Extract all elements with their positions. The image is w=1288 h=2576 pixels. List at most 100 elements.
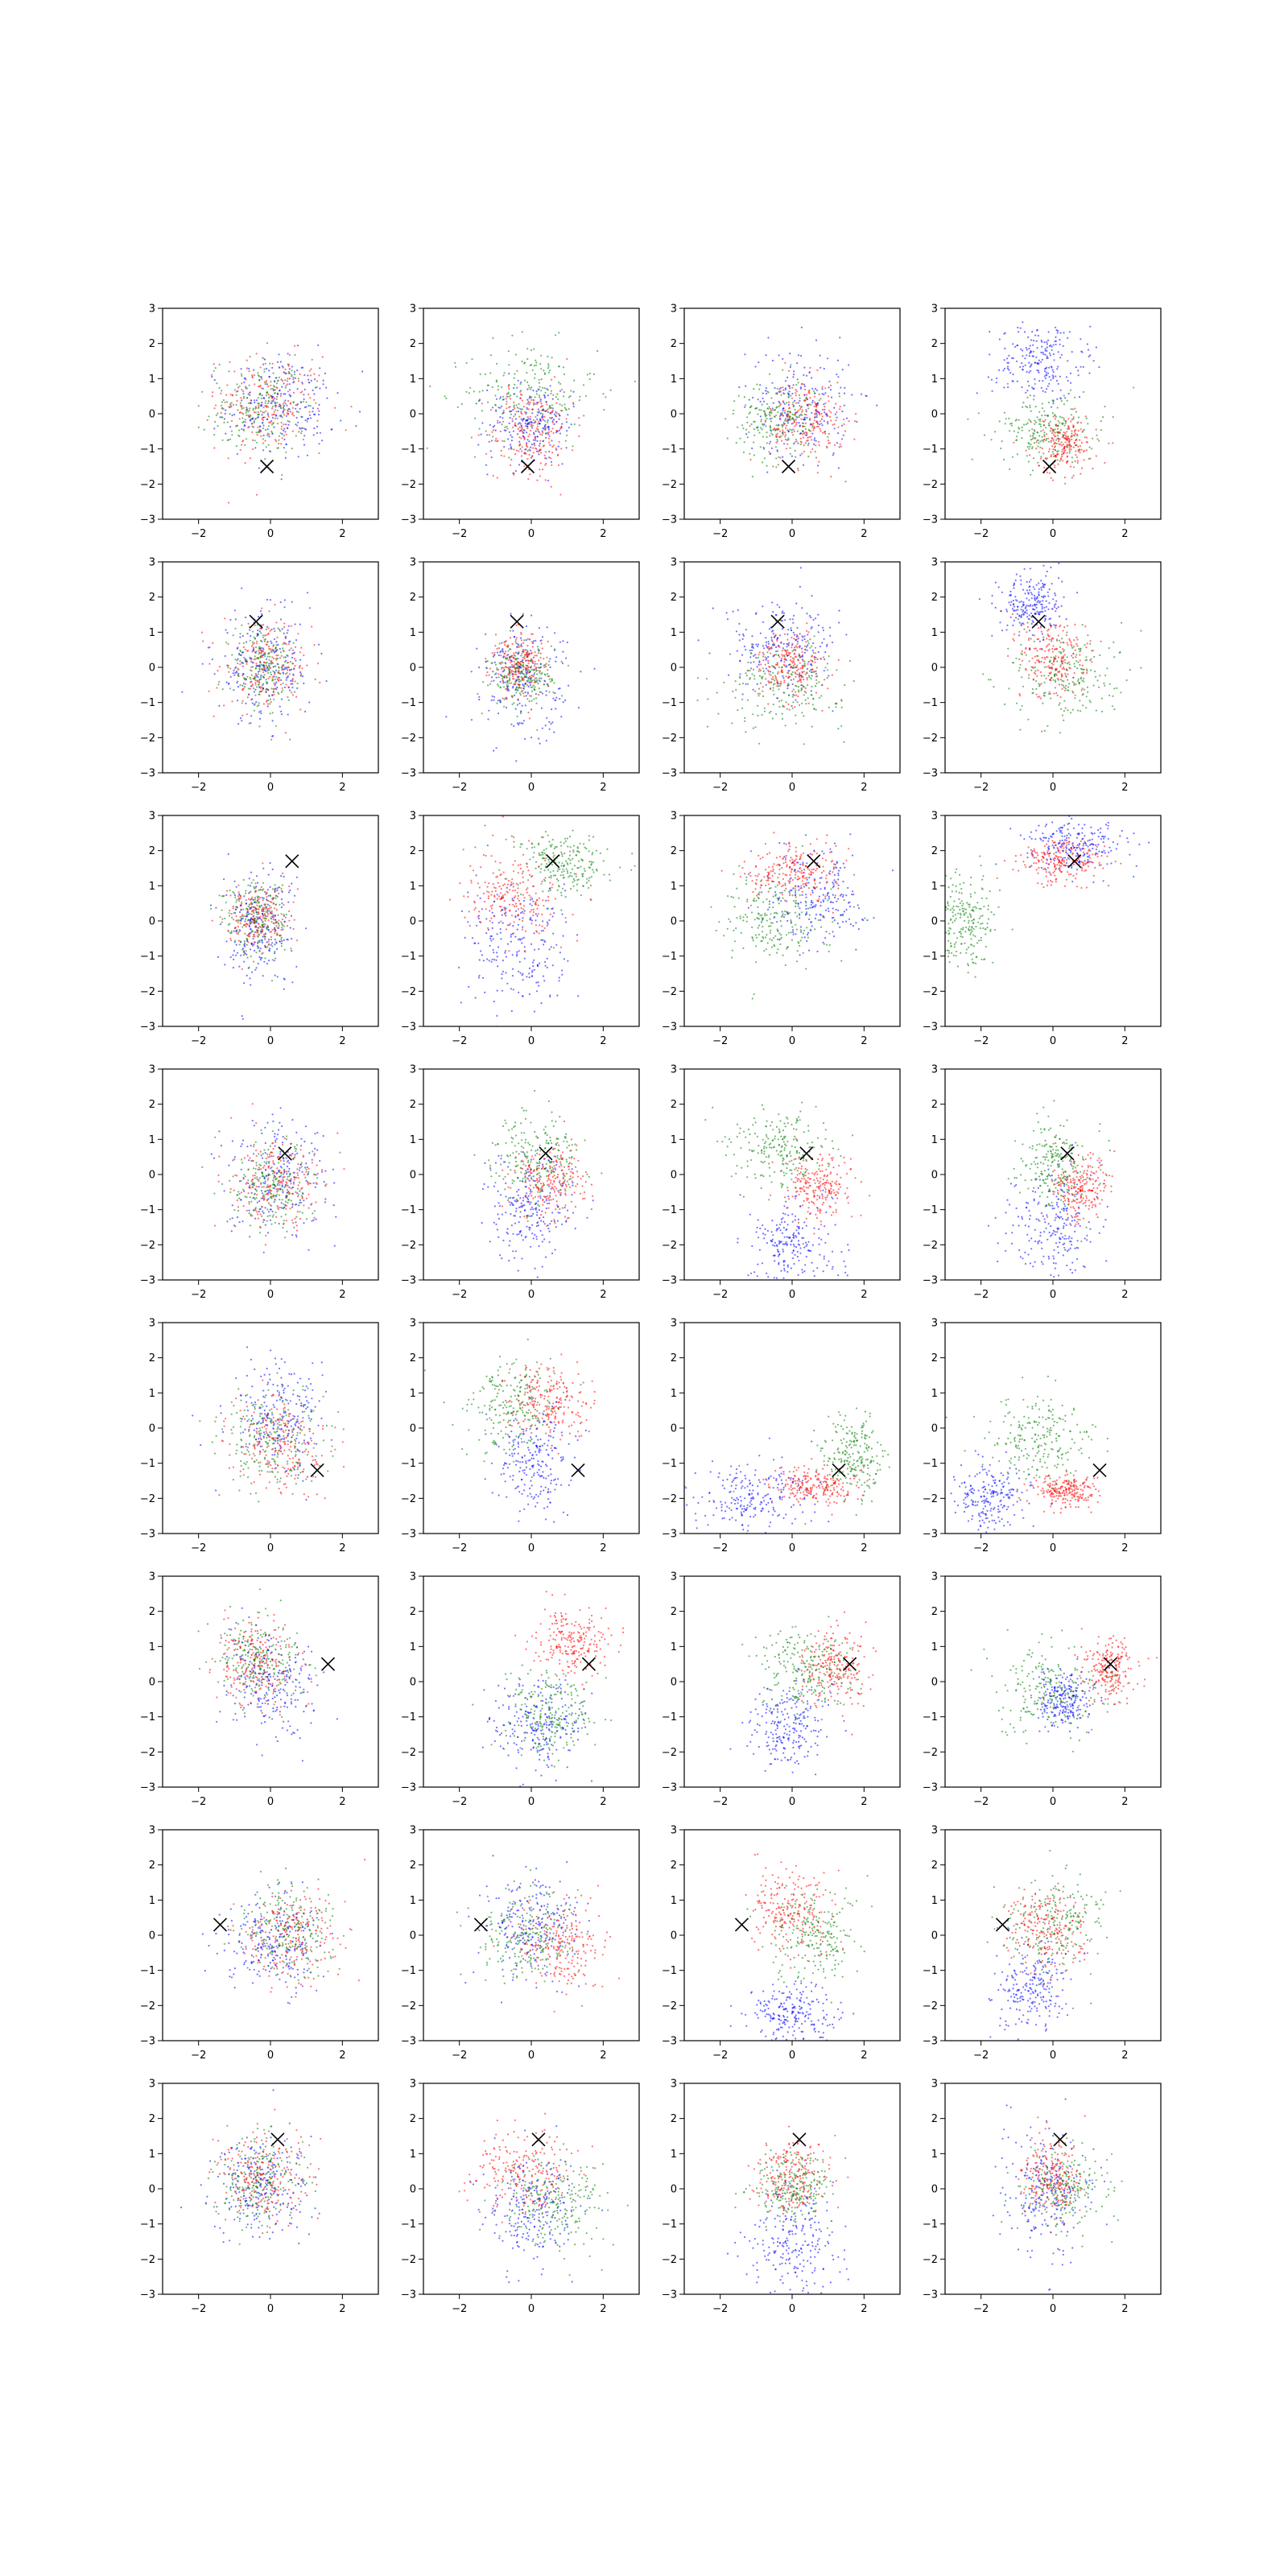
point-green: [811, 659, 814, 662]
point-blue: [1059, 343, 1061, 345]
point-blue: [815, 339, 818, 341]
point-red: [255, 663, 258, 665]
point-red: [518, 672, 520, 675]
point-blue: [522, 658, 524, 661]
point-blue: [1040, 386, 1042, 389]
point-red: [1057, 432, 1059, 435]
point-red: [1048, 472, 1051, 474]
point-green: [769, 435, 771, 437]
point-red: [530, 423, 533, 426]
point-blue: [795, 602, 798, 605]
point-blue: [490, 699, 493, 702]
point-green: [1014, 419, 1017, 422]
point-green: [1031, 469, 1034, 472]
point-green: [792, 701, 795, 704]
point-green: [519, 679, 522, 683]
point-red: [269, 667, 271, 669]
point-blue: [1028, 371, 1030, 374]
point-green: [252, 666, 254, 668]
point-green: [249, 407, 251, 410]
point-red: [754, 690, 757, 692]
point-red: [527, 436, 530, 438]
point-red: [814, 652, 817, 654]
point-red: [1043, 466, 1046, 469]
point-blue: [510, 444, 512, 446]
point-red: [810, 659, 812, 662]
point-blue: [1044, 349, 1046, 352]
point-green: [773, 415, 776, 418]
point-blue: [1055, 379, 1059, 382]
point-green: [481, 410, 484, 412]
point-red: [779, 684, 782, 687]
point-blue: [510, 666, 512, 669]
point-green: [790, 629, 793, 632]
point-red: [263, 640, 266, 642]
point-red: [254, 624, 256, 626]
point-red: [262, 442, 265, 444]
point-red: [270, 738, 273, 741]
point-green: [544, 420, 547, 423]
point-blue: [495, 747, 497, 749]
point-blue: [780, 659, 782, 663]
point-blue: [262, 687, 265, 690]
point-green: [511, 695, 514, 697]
point-blue: [834, 413, 836, 415]
point-blue: [765, 387, 768, 390]
point-red: [1051, 437, 1053, 440]
point-green: [1112, 415, 1114, 419]
point-red: [291, 411, 294, 414]
point-red: [1041, 656, 1043, 659]
point-blue: [793, 614, 795, 617]
point-blue: [514, 413, 517, 415]
point-green: [804, 673, 807, 675]
point-blue: [815, 389, 819, 391]
point-blue: [1032, 350, 1034, 353]
point-red: [801, 414, 803, 416]
point-green: [506, 682, 509, 684]
point-blue: [770, 447, 774, 450]
point-green: [299, 432, 303, 435]
point-green: [1083, 428, 1085, 431]
point-green: [267, 699, 270, 702]
point-blue: [786, 633, 789, 636]
point-red: [310, 368, 312, 370]
x-marker: [259, 459, 275, 474]
point-red: [522, 648, 525, 651]
point-green: [801, 422, 804, 424]
point-red: [781, 654, 783, 656]
point-blue: [799, 633, 801, 635]
point-red: [781, 650, 783, 652]
point-green: [1076, 422, 1079, 424]
point-blue: [287, 675, 289, 678]
point-green: [203, 428, 205, 431]
point-green: [603, 408, 605, 411]
point-green: [534, 688, 536, 691]
point-green: [550, 645, 553, 647]
point-red: [525, 452, 527, 455]
point-blue: [286, 667, 288, 670]
point-red: [1067, 460, 1069, 463]
point-green: [477, 692, 479, 696]
point-red: [523, 465, 526, 468]
point-red: [1060, 453, 1063, 456]
point-green: [696, 699, 699, 702]
point-red: [212, 391, 214, 394]
point-red: [244, 462, 246, 464]
point-green: [481, 390, 484, 392]
point-green: [268, 610, 270, 613]
point-green: [1070, 408, 1072, 411]
point-blue: [823, 367, 825, 370]
point-red: [558, 413, 560, 415]
point-green: [535, 702, 538, 704]
point-green: [522, 668, 525, 671]
point-blue: [813, 656, 816, 658]
point-blue: [279, 705, 281, 708]
point-blue: [284, 431, 287, 433]
point-green: [297, 378, 299, 380]
point-green: [254, 440, 256, 442]
point-blue: [287, 713, 289, 716]
point-red: [272, 675, 275, 678]
point-blue: [1052, 598, 1055, 601]
point-blue: [546, 626, 548, 629]
point-red: [251, 683, 254, 686]
